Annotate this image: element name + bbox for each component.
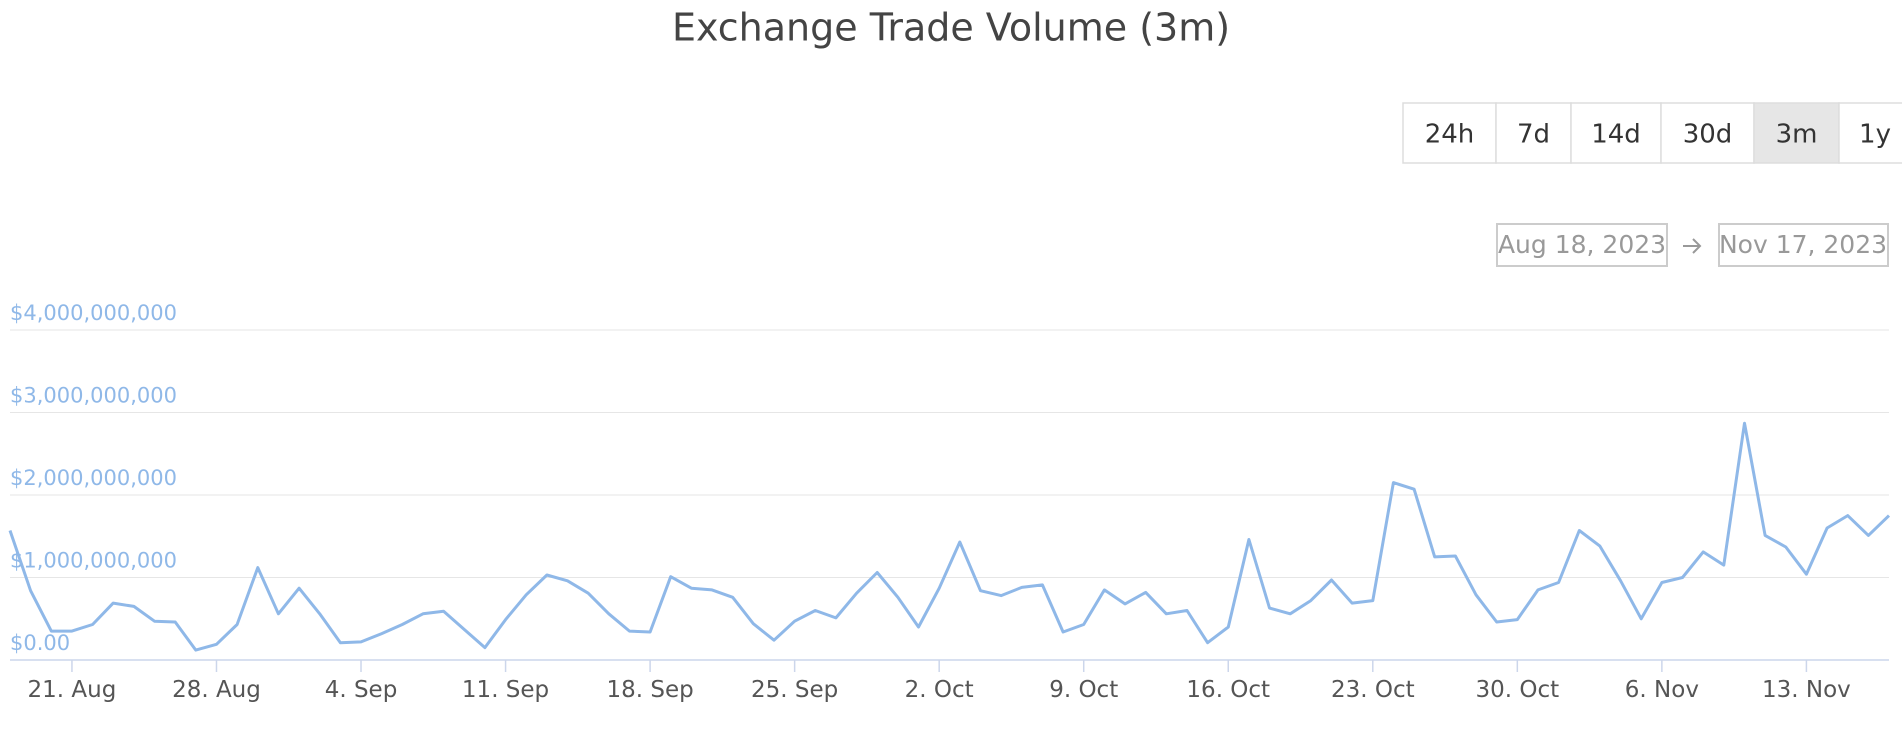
x-tick-label: 25. Sep: [751, 677, 838, 703]
x-tick-label: 11. Sep: [462, 677, 549, 703]
y-tick-label: $3,000,000,000: [10, 384, 177, 408]
end-date[interactable]: Nov 17, 2023: [1719, 230, 1887, 259]
arrow-icon: [1683, 238, 1702, 254]
x-tick-label: 9. Oct: [1049, 677, 1118, 703]
range-buttons: 24h 7d 14d 30d 3m 1y: [1402, 102, 1902, 164]
range-button[interactable]: [1838, 102, 1902, 164]
start-date[interactable]: Aug 18, 2023: [1498, 230, 1666, 259]
x-tick-label: 23. Oct: [1331, 677, 1415, 703]
range-button[interactable]: [1495, 102, 1572, 164]
range-button-label[interactable]: 1y: [1859, 120, 1891, 150]
y-tick-label: $1,000,000,000: [10, 549, 177, 573]
chart-title: Exchange Trade Volume (3m): [672, 6, 1230, 50]
range-button-label[interactable]: 24h: [1425, 120, 1475, 150]
range-button-label[interactable]: 3m: [1776, 120, 1818, 150]
range-button[interactable]: [1570, 102, 1662, 164]
x-tick-label: 6. Nov: [1625, 677, 1699, 703]
data-line: [8, 421, 1891, 652]
x-tick-label: 30. Oct: [1476, 677, 1560, 703]
x-tick-label: 2. Oct: [905, 677, 974, 703]
range-button-label[interactable]: 14d: [1591, 120, 1641, 150]
range-button[interactable]: [1402, 102, 1497, 164]
date-input[interactable]: [1718, 223, 1889, 267]
y-tick-label: $2,000,000,000: [10, 466, 177, 490]
x-tick-label: 21. Aug: [28, 677, 117, 703]
y-tick-label: $0.00: [10, 631, 70, 655]
range-button-label[interactable]: 7d: [1517, 120, 1550, 150]
x-tick-label: 13. Nov: [1762, 677, 1851, 703]
x-tick-label: 28. Aug: [172, 677, 261, 703]
range-button-label[interactable]: 30d: [1683, 120, 1733, 150]
x-tick-label: 18. Sep: [606, 677, 693, 703]
x-tick-label: 16. Oct: [1186, 677, 1270, 703]
y-tick-label: $4,000,000,000: [10, 301, 177, 325]
date-input[interactable]: [1496, 223, 1668, 267]
range-button[interactable]: [1753, 102, 1840, 164]
x-tick-label: 4. Sep: [325, 677, 398, 703]
date-range: Aug 18, 2023 Nov 17, 2023: [1496, 223, 1889, 267]
